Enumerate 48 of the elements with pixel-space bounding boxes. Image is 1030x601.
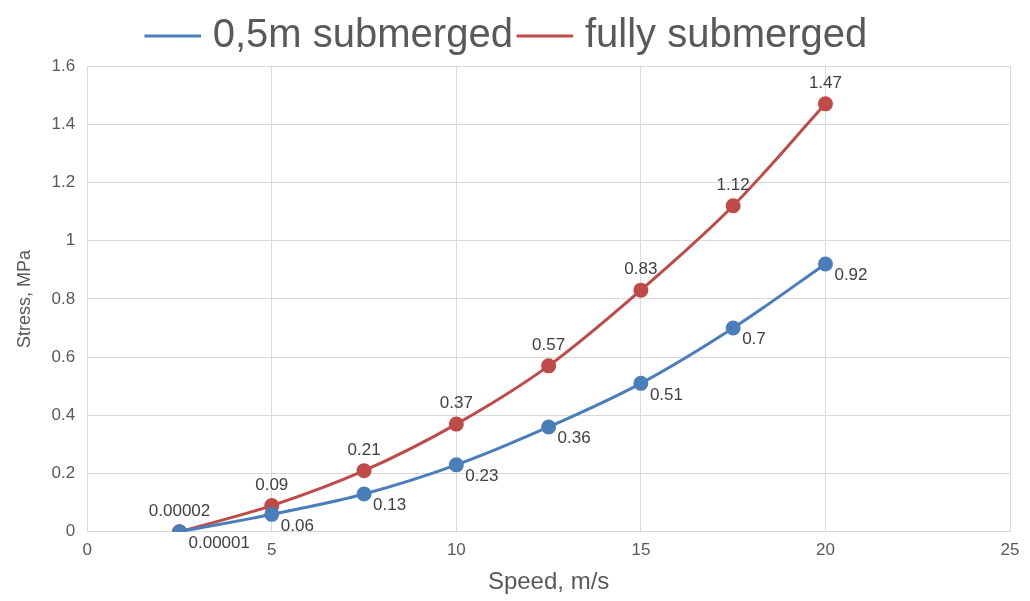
x-tick-label: 10 [446,539,466,559]
point [448,416,464,432]
data-label: 0.06 [280,515,314,535]
data-label: 0.36 [557,428,591,448]
y-tick-label: 0.6 [51,346,76,366]
y-axis-title: Stress, MPa [13,248,34,348]
point [817,256,833,272]
y-tick-label: 1.6 [51,55,76,75]
y-tick-label: 0 [65,521,76,541]
x-tick-label: 0 [82,539,92,559]
point [725,198,741,214]
data-label: 1.12 [716,174,750,194]
data-label: 0.37 [439,393,473,413]
point [817,96,833,112]
x-tick-label: 25 [1000,539,1020,559]
x-tick-label: 15 [631,539,651,559]
legend-label: 0,5m submerged [212,11,513,56]
data-label: 0.57 [532,335,566,355]
legend-label: fully submerged [584,11,868,56]
x-tick-label: 20 [815,539,835,559]
y-tick-label: 0.2 [51,463,76,483]
data-label: 0.09 [255,474,289,494]
data-label: 0.00001 [188,532,250,552]
point [356,486,372,502]
data-label: 0.7 [742,329,766,349]
point [633,282,649,298]
point [448,457,464,473]
point [356,463,372,479]
y-tick-label: 1 [65,230,76,250]
point [541,358,557,374]
data-label: 1.47 [808,73,842,93]
data-label: 0.21 [347,439,381,459]
point [541,419,557,435]
point [264,506,280,522]
data-label: 0.00002 [148,500,211,520]
point [725,320,741,336]
data-label: 0.83 [624,259,658,279]
data-label: 0.13 [373,495,407,515]
y-tick-label: 0.4 [51,405,76,425]
y-tick-label: 1.2 [51,172,76,192]
data-label: 0.92 [834,265,868,285]
point [633,375,649,391]
y-tick-label: 0.8 [51,288,76,308]
y-tick-label: 1.4 [51,113,76,133]
data-label: 0.23 [465,466,499,486]
x-tick-label: 5 [267,539,277,559]
data-label: 0.51 [649,384,683,404]
x-axis-title: Speed, m/s [487,567,610,595]
